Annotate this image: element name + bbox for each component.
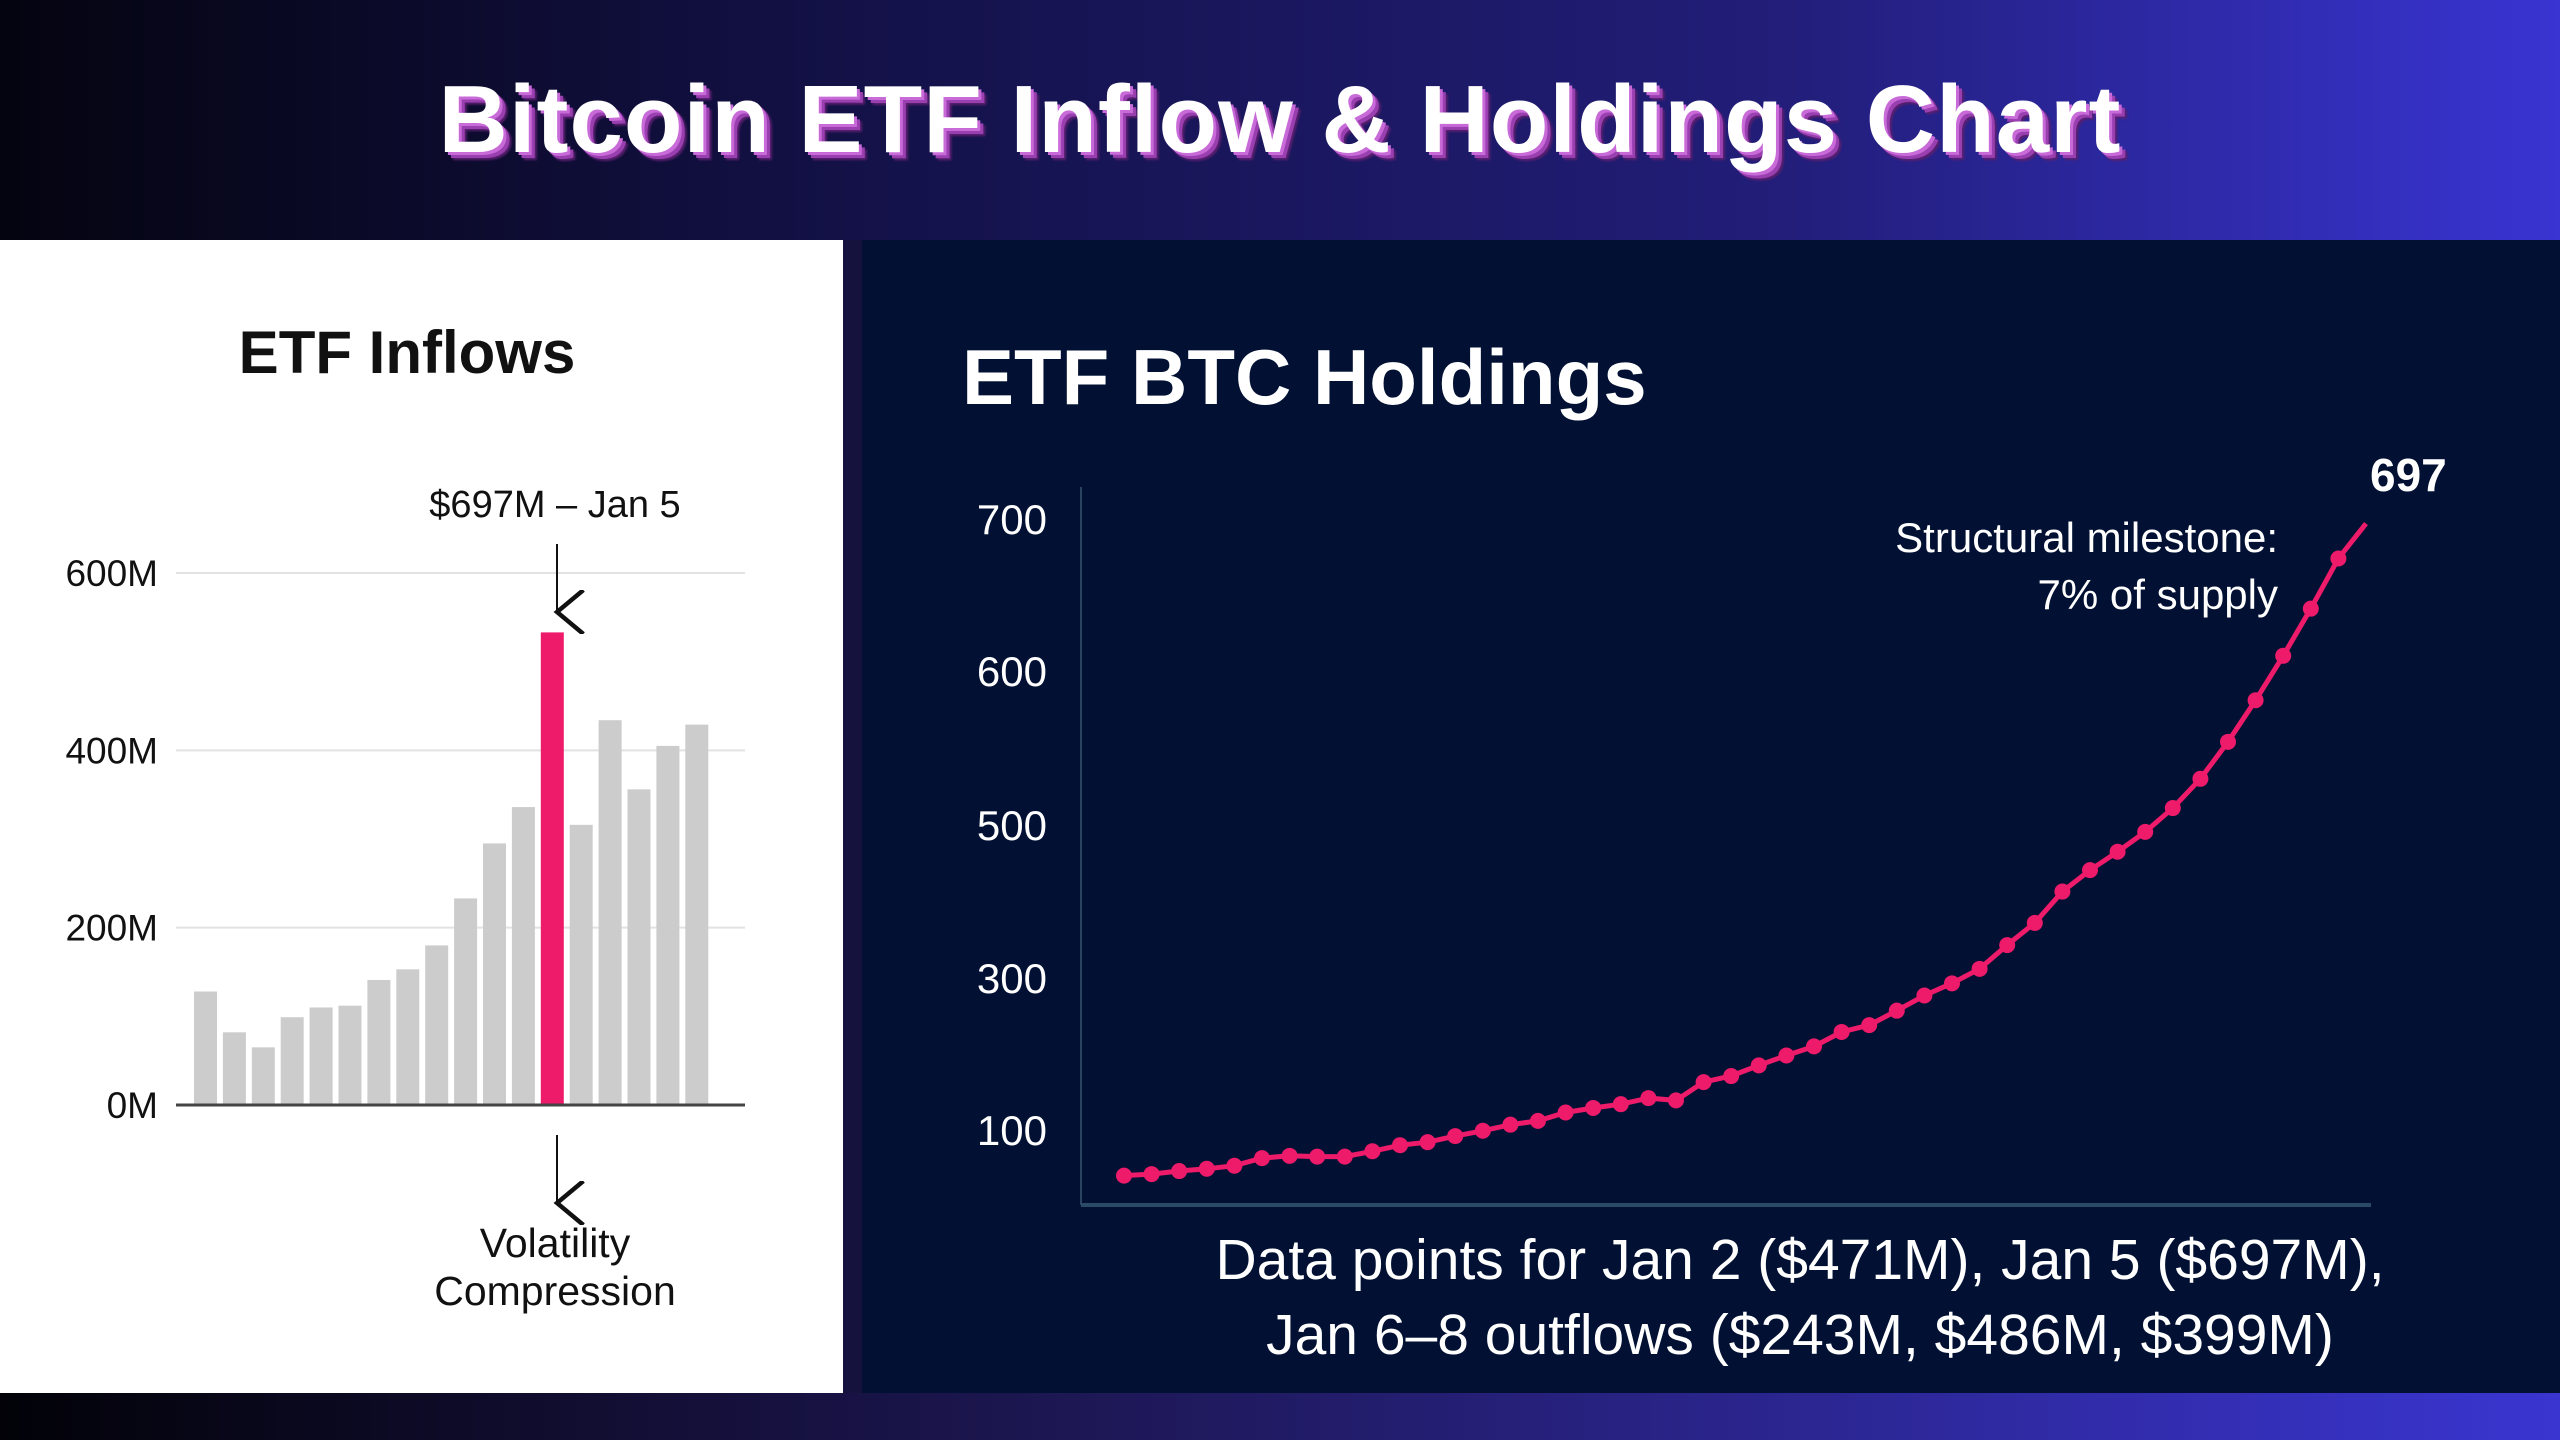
data-point <box>2026 914 2043 931</box>
data-point <box>2192 770 2209 787</box>
data-point <box>2330 550 2347 567</box>
bar <box>425 945 449 1105</box>
bar <box>569 824 593 1105</box>
data-point <box>1336 1148 1353 1165</box>
bar <box>627 789 651 1105</box>
bar <box>309 1007 333 1105</box>
data-point <box>2247 692 2264 709</box>
data-point <box>1226 1157 1243 1174</box>
data-point <box>1944 975 1960 992</box>
data-point <box>1668 1092 1684 1109</box>
y-tick-label: 0M <box>107 1085 158 1126</box>
data-point <box>1971 960 1988 977</box>
data-point <box>1171 1163 1188 1180</box>
y-tick-label: 200M <box>65 908 158 949</box>
data-point <box>1502 1116 1519 1133</box>
data-point <box>2302 600 2319 617</box>
data-point <box>1640 1090 1657 1107</box>
bar <box>598 720 622 1105</box>
data-point <box>1254 1150 1270 1167</box>
y-tick-label: 700 <box>977 496 1047 543</box>
data-point <box>1143 1166 1160 1183</box>
data-point <box>1612 1096 1629 1113</box>
data-point <box>1888 1002 1905 1019</box>
inflows-title: ETF Inflows <box>239 319 576 386</box>
data-point <box>1364 1143 1381 1160</box>
bar <box>222 1032 246 1105</box>
holdings-points <box>1116 550 2347 1184</box>
data-point <box>2220 733 2236 750</box>
data-point <box>1447 1128 1464 1145</box>
data-point <box>1474 1122 1491 1139</box>
data-point <box>1999 937 2016 954</box>
data-point <box>2164 800 2181 817</box>
data-point <box>1806 1038 1822 1055</box>
highlight-bar <box>540 632 564 1105</box>
y-tick-label: 500 <box>977 802 1047 849</box>
bar <box>338 1005 362 1105</box>
peak-annotation: $697M – Jan 5 <box>429 484 680 526</box>
data-point <box>1861 1017 1878 1034</box>
bar <box>656 745 680 1105</box>
footnote-line1: Data points for Jan 2 ($471M), Jan 5 ($6… <box>1215 1228 2384 1292</box>
holdings-y-ticks: 700 600 500 300 100 <box>977 496 1047 1154</box>
data-point <box>2082 862 2098 879</box>
data-point <box>1557 1104 1574 1121</box>
data-point <box>1392 1137 1408 1154</box>
holdings-title: ETF BTC Holdings <box>962 333 1647 421</box>
y-tick-label: 600M <box>65 553 158 594</box>
bar <box>685 724 709 1105</box>
data-point <box>1750 1057 1767 1074</box>
data-point <box>1198 1160 1215 1177</box>
data-point <box>1695 1074 1712 1091</box>
volatility-label-line2: Compression <box>434 1268 676 1314</box>
footer-strip <box>0 1393 2560 1440</box>
data-point <box>1281 1147 1298 1164</box>
data-point <box>1778 1047 1795 1064</box>
bar <box>483 843 506 1105</box>
y-tick-label: 100 <box>977 1107 1047 1154</box>
y-tick-label: 400M <box>65 730 158 771</box>
data-point <box>1309 1148 1326 1165</box>
data-point <box>1723 1068 1740 1085</box>
bar <box>396 969 420 1105</box>
milestone-annotation-line1: Structural milestone: <box>1895 514 2278 561</box>
bar <box>367 979 391 1105</box>
data-point <box>2137 823 2154 840</box>
page-title: Bitcoin ETF Inflow & Holdings Chart <box>438 66 2122 173</box>
data-point <box>2275 647 2292 664</box>
milestone-annotation-line2: 7% of supply <box>2038 571 2278 618</box>
data-point <box>1585 1099 1602 1116</box>
data-point <box>1116 1167 1132 1184</box>
inflows-bars <box>194 632 709 1105</box>
bar <box>511 807 535 1105</box>
holdings-series-line <box>1123 522 2368 1179</box>
bar <box>194 991 217 1105</box>
footnote-line2: Jan 6–8 outflows ($243M, $486M, $399M) <box>1266 1303 2334 1367</box>
holdings-panel <box>862 240 2560 1393</box>
end-value-label: 697 <box>2370 449 2447 501</box>
data-point <box>1419 1134 1436 1151</box>
inflows-y-ticks: 0M 200M 400M 600M <box>65 553 158 1126</box>
data-point <box>1530 1112 1546 1129</box>
bar <box>454 898 478 1105</box>
panel-divider <box>843 240 862 1393</box>
bar <box>251 1047 275 1105</box>
data-point <box>2109 843 2126 860</box>
y-tick-label: 300 <box>977 955 1047 1002</box>
data-point <box>2054 883 2071 900</box>
volatility-label-line1: Volatility <box>480 1220 631 1266</box>
data-point <box>1833 1023 1850 1040</box>
header-banner: Bitcoin ETF Inflow & Holdings Chart <box>0 0 2560 240</box>
bar <box>280 1017 304 1105</box>
y-tick-label: 600 <box>977 648 1047 695</box>
data-point <box>1916 987 1933 1004</box>
